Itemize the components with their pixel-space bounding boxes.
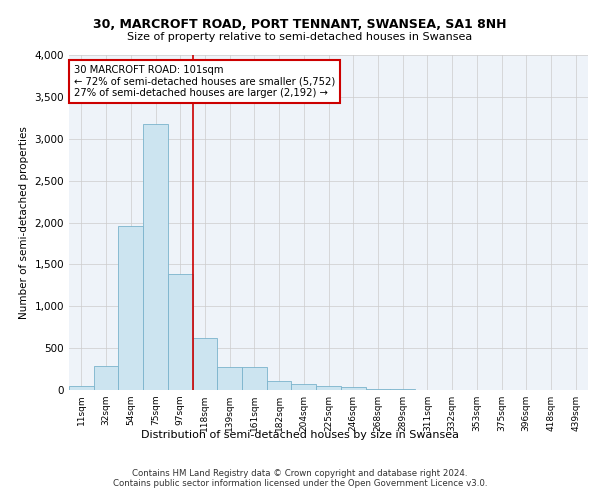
Text: 30 MARCROFT ROAD: 101sqm
← 72% of semi-detached houses are smaller (5,752)
27% o: 30 MARCROFT ROAD: 101sqm ← 72% of semi-d…: [74, 65, 335, 98]
Bar: [292, 384, 316, 390]
Bar: [94, 366, 118, 390]
Text: Contains HM Land Registry data © Crown copyright and database right 2024.: Contains HM Land Registry data © Crown c…: [132, 468, 468, 477]
Bar: [168, 274, 193, 390]
Bar: [118, 226, 143, 390]
Bar: [267, 381, 292, 390]
Bar: [217, 366, 242, 390]
Text: Size of property relative to semi-detached houses in Swansea: Size of property relative to semi-detach…: [127, 32, 473, 42]
Y-axis label: Number of semi-detached properties: Number of semi-detached properties: [19, 126, 29, 319]
Bar: [365, 388, 390, 390]
Bar: [193, 338, 217, 390]
Bar: [69, 386, 94, 390]
Bar: [316, 386, 341, 390]
Bar: [143, 124, 168, 390]
Text: Distribution of semi-detached houses by size in Swansea: Distribution of semi-detached houses by …: [141, 430, 459, 440]
Bar: [341, 388, 365, 390]
Bar: [242, 368, 267, 390]
Text: 30, MARCROFT ROAD, PORT TENNANT, SWANSEA, SA1 8NH: 30, MARCROFT ROAD, PORT TENNANT, SWANSEA…: [93, 18, 507, 30]
Text: Contains public sector information licensed under the Open Government Licence v3: Contains public sector information licen…: [113, 478, 487, 488]
